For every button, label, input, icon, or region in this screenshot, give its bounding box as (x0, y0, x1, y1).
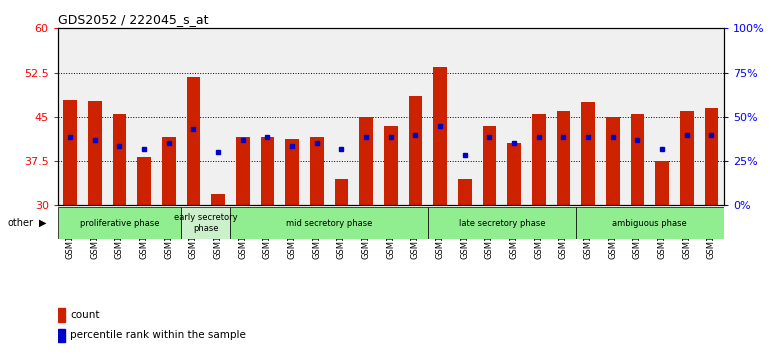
Text: other: other (8, 218, 34, 228)
Bar (112, 114, 126, 205)
Bar (230, 207, 428, 239)
Bar (360, 117, 373, 205)
Text: percentile rank within the sample: percentile rank within the sample (70, 330, 246, 341)
Bar (532, 114, 546, 205)
Text: late secretory phase: late secretory phase (458, 218, 545, 228)
Bar (507, 143, 521, 205)
Text: early secretory
phase: early secretory phase (174, 213, 238, 233)
Bar (63, 100, 77, 205)
Text: count: count (70, 310, 100, 320)
Bar (576, 207, 724, 239)
Text: ▶: ▶ (38, 218, 46, 228)
Bar (211, 194, 225, 205)
Text: GDS2052 / 222045_s_at: GDS2052 / 222045_s_at (58, 13, 208, 26)
Bar (58, 308, 65, 321)
Bar (409, 96, 422, 205)
Bar (581, 102, 595, 205)
Text: proliferative phase: proliferative phase (79, 218, 159, 228)
Bar (88, 102, 102, 205)
Bar (557, 111, 571, 205)
Bar (181, 207, 230, 239)
Bar (186, 77, 200, 205)
Bar (137, 157, 151, 205)
Bar (310, 137, 323, 205)
Text: mid secretory phase: mid secretory phase (286, 218, 372, 228)
Text: ambiguous phase: ambiguous phase (612, 218, 687, 228)
Bar (705, 108, 718, 205)
Bar (286, 139, 299, 205)
Bar (631, 114, 644, 205)
Bar (261, 137, 274, 205)
Bar (58, 207, 181, 239)
Bar (58, 329, 65, 342)
Bar (606, 117, 620, 205)
Bar (428, 207, 576, 239)
Bar (655, 161, 669, 205)
Bar (384, 126, 397, 205)
Bar (335, 179, 348, 205)
Bar (483, 126, 496, 205)
Bar (434, 67, 447, 205)
Bar (680, 111, 694, 205)
Bar (236, 137, 249, 205)
Bar (162, 137, 176, 205)
Bar (458, 179, 471, 205)
